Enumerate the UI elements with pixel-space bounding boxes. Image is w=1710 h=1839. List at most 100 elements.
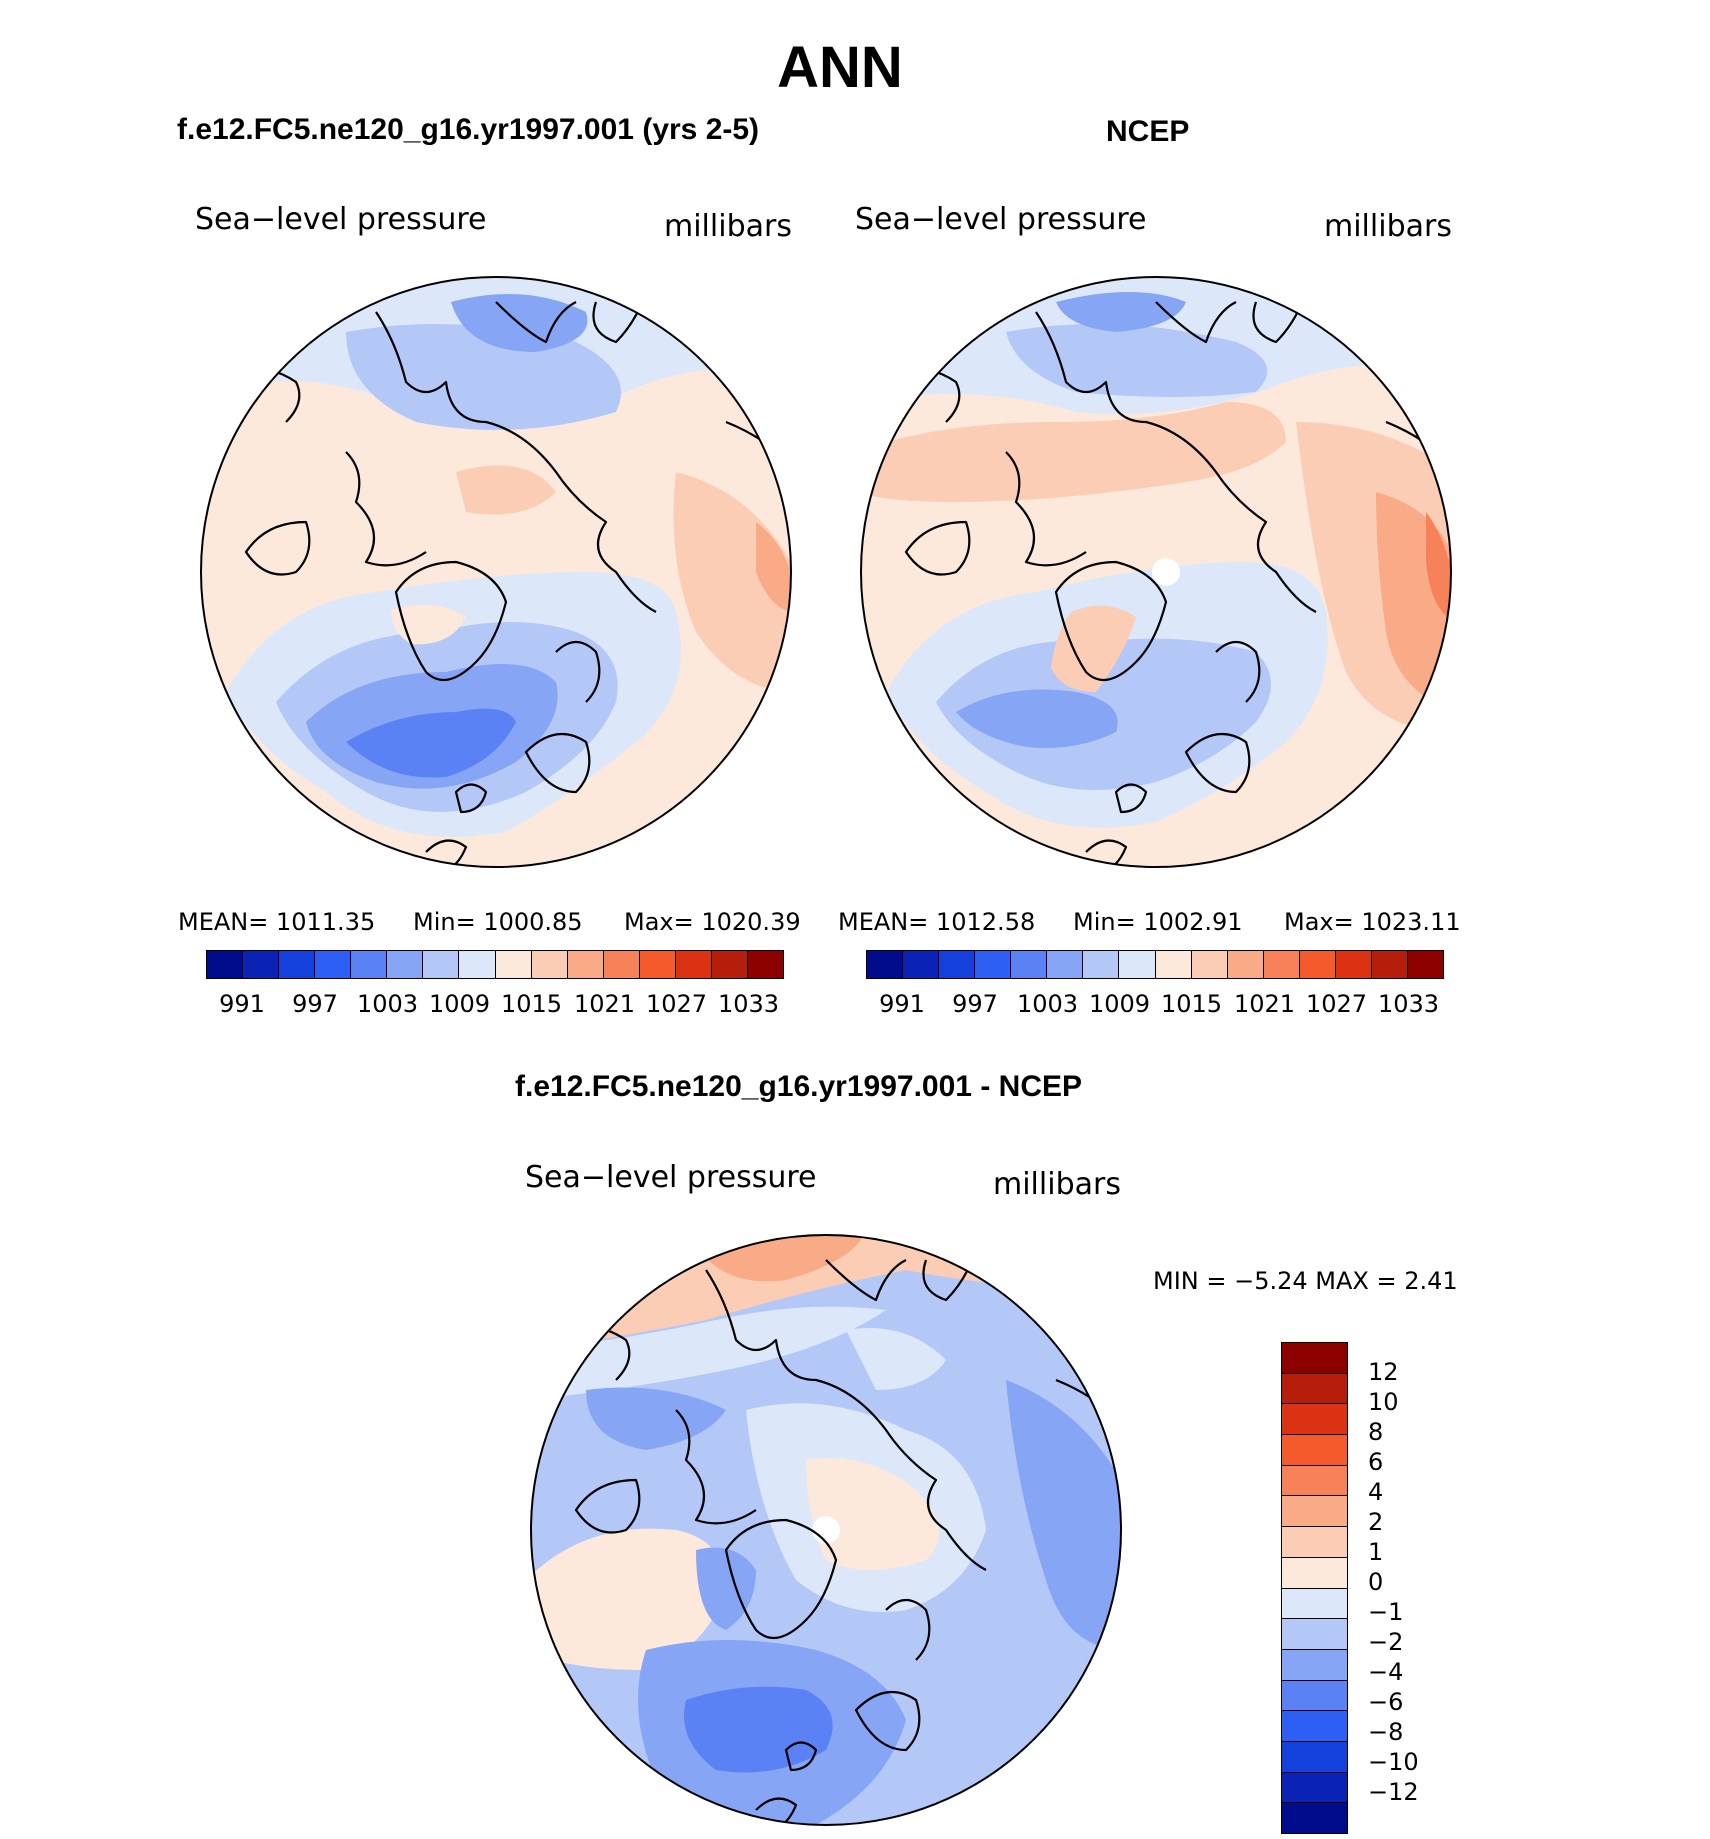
colorbar-swatch: [675, 951, 712, 978]
colorbar-swatch: [603, 951, 640, 978]
panel-2-units-label: millibars: [1324, 209, 1452, 244]
panel-3-colorbar-tick: −12: [1368, 1778, 1419, 1806]
colorbar-swatch: [1282, 1741, 1347, 1773]
panel-3-polar-map: [530, 1234, 1122, 1826]
panel-3-title: f.e12.FC5.ne120_g16.yr1997.001 - NCEP: [515, 1070, 1082, 1103]
colorbar-swatch: [1282, 1343, 1347, 1374]
panel-3-colorbar-tick: 0: [1368, 1568, 1384, 1596]
panel-1-colorbar-tick: 997: [292, 990, 338, 1018]
panel-1-max: Max= 1020.39: [624, 908, 801, 936]
panel-1-variable-label: Sea−level pressure: [195, 202, 487, 237]
colorbar-swatch: [867, 951, 904, 978]
panel-3-colorbar-tick: 2: [1368, 1508, 1384, 1536]
panel-3-colorbar-tick: 10: [1368, 1388, 1399, 1416]
panel-1-title: f.e12.FC5.ne120_g16.yr1997.001 (yrs 2-5): [177, 113, 760, 146]
panel-3-colorbar-tick: 12: [1368, 1358, 1399, 1386]
panel-1-mean: MEAN= 1011.35: [178, 908, 376, 936]
panel-2-title: NCEP: [1106, 115, 1190, 148]
panel-1-colorbar-tick: 991: [219, 990, 265, 1018]
panel-3-variable-label: Sea−level pressure: [525, 1160, 817, 1195]
colorbar-swatch: [1282, 1557, 1347, 1589]
colorbar-swatch: [1119, 951, 1156, 978]
panel-2-min: Min= 1002.91: [1073, 908, 1243, 936]
colorbar-swatch: [1282, 1772, 1347, 1804]
colorbar-swatch: [1263, 951, 1300, 978]
panel-2-colorbar-tick: 1033: [1378, 990, 1440, 1018]
panel-3-colorbar-tick: 6: [1368, 1448, 1384, 1476]
colorbar-swatch: [1227, 951, 1264, 978]
colorbar-swatch: [1282, 1711, 1347, 1742]
panel-2-colorbar: [866, 950, 1444, 979]
panel-2-polar-map: [860, 276, 1452, 868]
panel-1-colorbar: [206, 950, 784, 979]
panel-2-colorbar-tick: 997: [952, 990, 998, 1018]
panel-1-colorbar-tick: 1033: [718, 990, 780, 1018]
colorbar-swatch: [1407, 951, 1443, 978]
colorbar-swatch: [1282, 1435, 1347, 1466]
colorbar-swatch: [1282, 1373, 1347, 1405]
colorbar-swatch: [351, 951, 388, 978]
panel-3-colorbar-tick: −8: [1368, 1718, 1404, 1746]
panel-1-colorbar-tick: 1015: [501, 990, 563, 1018]
colorbar-swatch: [1282, 1649, 1347, 1681]
colorbar-swatch: [1335, 951, 1372, 978]
colorbar-swatch: [495, 951, 532, 978]
panel-3-colorbar-tick: −2: [1368, 1628, 1404, 1656]
colorbar-swatch: [711, 951, 748, 978]
colorbar-swatch: [747, 951, 783, 978]
colorbar-swatch: [1282, 1680, 1347, 1712]
panel-1-polar-map: [200, 276, 792, 868]
colorbar-swatch: [315, 951, 352, 978]
panel-1-colorbar-tick: 1021: [574, 990, 636, 1018]
colorbar-swatch: [531, 951, 568, 978]
colorbar-swatch: [1282, 1527, 1347, 1558]
colorbar-swatch: [459, 951, 496, 978]
colorbar-swatch: [1191, 951, 1228, 978]
panel-3-colorbar-tick: −1: [1368, 1598, 1404, 1626]
panel-3-colorbar-tick: −10: [1368, 1748, 1419, 1776]
colorbar-swatch: [1047, 951, 1084, 978]
colorbar-swatch: [423, 951, 460, 978]
panel-3-colorbar-tick: 8: [1368, 1418, 1384, 1446]
panel-2-variable-label: Sea−level pressure: [855, 202, 1147, 237]
colorbar-swatch: [975, 951, 1012, 978]
colorbar-swatch: [387, 951, 424, 978]
colorbar-swatch: [207, 951, 244, 978]
colorbar-swatch: [1282, 1588, 1347, 1620]
panel-3-colorbar: [1281, 1342, 1348, 1834]
panel-2-colorbar-tick: 1027: [1306, 990, 1368, 1018]
colorbar-swatch: [1282, 1496, 1347, 1528]
colorbar-swatch: [1155, 951, 1192, 978]
colorbar-swatch: [1299, 951, 1336, 978]
panel-2-colorbar-tick: 1009: [1089, 990, 1151, 1018]
panel-2-max: Max= 1023.11: [1284, 908, 1461, 936]
panel-1-colorbar-tick: 1003: [357, 990, 419, 1018]
colorbar-swatch: [1282, 1619, 1347, 1650]
colorbar-swatch: [1282, 1803, 1347, 1833]
colorbar-swatch: [1371, 951, 1408, 978]
panel-2-colorbar-tick: 1015: [1161, 990, 1223, 1018]
panel-3-colorbar-tick: −4: [1368, 1658, 1404, 1686]
panel-3-units-label: millibars: [993, 1167, 1121, 1202]
colorbar-swatch: [639, 951, 676, 978]
panel-2-mean: MEAN= 1012.58: [838, 908, 1036, 936]
panel-2-colorbar-tick: 991: [879, 990, 925, 1018]
panel-1-colorbar-tick: 1009: [429, 990, 491, 1018]
colorbar-swatch: [1282, 1404, 1347, 1436]
colorbar-swatch: [279, 951, 316, 978]
panel-3-colorbar-tick: −6: [1368, 1688, 1404, 1716]
panel-3-minmax: MIN = −5.24 MAX = 2.41: [1153, 1267, 1458, 1295]
colorbar-swatch: [567, 951, 604, 978]
panel-2-colorbar-tick: 1003: [1017, 990, 1079, 1018]
panel-3-colorbar-tick: 1: [1368, 1538, 1384, 1566]
panel-1-colorbar-tick: 1027: [646, 990, 708, 1018]
colorbar-swatch: [1083, 951, 1120, 978]
panel-3-colorbar-tick: 4: [1368, 1478, 1384, 1506]
panel-1-min: Min= 1000.85: [413, 908, 583, 936]
colorbar-swatch: [939, 951, 976, 978]
figure-title: ANN: [777, 35, 903, 100]
colorbar-swatch: [243, 951, 280, 978]
panel-1-units-label: millibars: [664, 209, 792, 244]
colorbar-swatch: [1282, 1465, 1347, 1497]
panel-2-colorbar-tick: 1021: [1234, 990, 1296, 1018]
